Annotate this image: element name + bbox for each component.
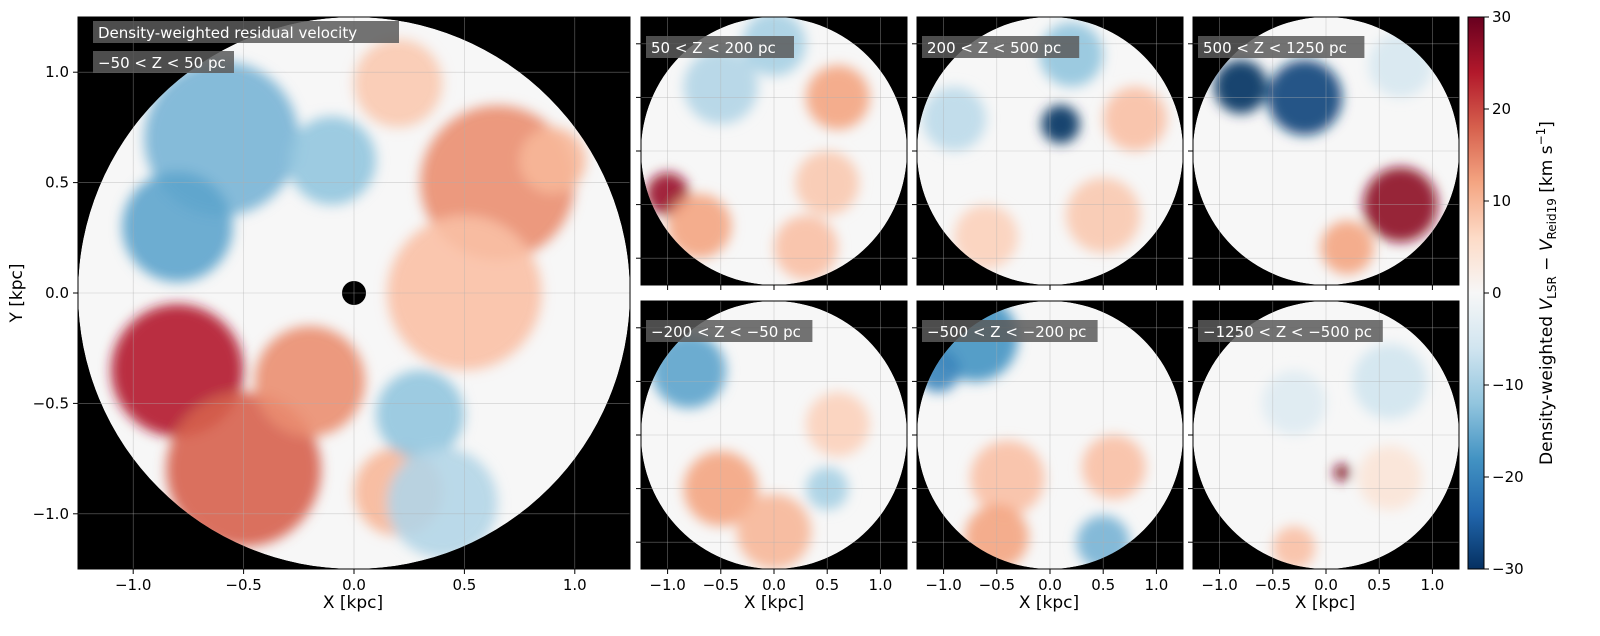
panel-label-background	[646, 320, 813, 342]
velocity-blob	[970, 440, 1045, 516]
x-tick-label: −1.0	[115, 576, 151, 594]
panel-label-background	[1198, 36, 1365, 58]
velocity-blob	[519, 127, 586, 194]
colorbar-tick-label: 0	[1492, 284, 1502, 302]
x-tick-label: 0.0	[342, 576, 366, 594]
velocity-blob	[1357, 445, 1422, 511]
bottom-3-x-axis-label: X [kpc]	[1295, 593, 1355, 613]
velocity-blob	[1081, 435, 1146, 500]
x-tick-label: 1.0	[868, 576, 892, 594]
velocity-blob	[376, 370, 465, 459]
velocity-blob	[1041, 104, 1080, 144]
main-x-axis-label: X [kpc]	[323, 593, 383, 613]
velocity-blob	[651, 333, 727, 409]
y-tick-label: −0.5	[33, 394, 69, 412]
panel-bottom-3: −1.0 −0.5 0.0 0.5 1.0 −1250 < Z < −500 pc	[1188, 300, 1460, 594]
x-tick-label: −0.5	[979, 576, 1015, 594]
velocity-blob	[805, 392, 870, 457]
velocity-blob	[387, 447, 498, 558]
velocity-blob	[1333, 463, 1351, 482]
x-tick-label: 0.0	[1314, 576, 1338, 594]
velocity-blob	[1214, 59, 1268, 114]
panel-main: −1.0 −0.5 0.0 0.5 1.0 1.0 0.5 0.0 −0.5 −1.0	[33, 16, 631, 594]
panel-top-2: 200 < Z < 500 pc	[912, 16, 1184, 290]
panel-label: 200 < Z < 500 pc	[927, 39, 1061, 57]
velocity-blob	[1272, 526, 1316, 569]
velocity-blob	[122, 171, 233, 282]
velocity-blob	[254, 326, 366, 437]
y-tick-label: 0.5	[45, 174, 69, 192]
x-tick-label: 0.0	[1038, 576, 1062, 594]
x-tick-label: 1.0	[1420, 576, 1444, 594]
main-panel-label: −50 < Z < 50 pc	[98, 54, 226, 72]
main-y-axis-label: Y [kpc]	[7, 263, 27, 323]
velocity-blob	[1103, 86, 1168, 151]
colorbar-tick-label: 10	[1492, 192, 1511, 210]
x-tick-label: 0.5	[1367, 576, 1391, 594]
panel-label-background	[1198, 320, 1383, 342]
panel-bottom-1: −1.0 −0.5 0.0 0.5 1.0 −200 < Z < −50 pc	[636, 300, 908, 594]
figure-title-background	[93, 21, 399, 43]
panel-label: −1250 < Z < −500 pc	[1203, 323, 1372, 341]
velocity-blob	[1320, 220, 1374, 275]
panel-label-background	[922, 36, 1080, 58]
x-tick-label: 0.0	[762, 576, 786, 594]
x-tick-label: −1.0	[649, 576, 685, 594]
bottom-2-x-axis-label: X [kpc]	[1019, 593, 1079, 613]
x-tick-label: 0.5	[815, 576, 839, 594]
x-tick-label: −1.0	[1201, 576, 1237, 594]
y-tick-label: 0.0	[45, 284, 69, 302]
panel-label: −500 < Z < −200 pc	[927, 323, 1086, 341]
velocity-blob	[922, 86, 987, 151]
velocity-blob	[1262, 370, 1326, 435]
colorbar: 30 20 10 0 −10 −20 −30 Density-weighted VLSR −…	[1467, 8, 1559, 578]
panel-label: 500 < Z < 1250 pc	[1203, 39, 1347, 57]
colorbar-tick-label: 30	[1492, 8, 1511, 26]
panel-label-background	[922, 320, 1098, 342]
y-tick-label: 1.0	[45, 63, 69, 81]
panel-top-3: 500 < Z < 1250 pc	[1188, 16, 1460, 290]
x-tick-label: −1.0	[925, 576, 961, 594]
main-panel-label-background	[93, 51, 234, 73]
x-tick-label: −0.5	[1255, 576, 1291, 594]
velocity-blob	[354, 39, 443, 128]
colorbar-tick-label: 20	[1492, 100, 1511, 118]
panel-bottom-2: −1.0 −0.5 0.0 0.5 1.0 −500 < Z < −200 pc	[912, 300, 1184, 594]
colorbar-bar	[1467, 16, 1485, 570]
colorbar-label: Density-weighted VLSR − VReid19 [km s−1]	[1534, 121, 1559, 465]
velocity-blob	[954, 204, 1019, 269]
panel-top-1: 50 < Z < 200 pc	[636, 16, 908, 290]
x-tick-label: −0.5	[225, 576, 261, 594]
colorbar-ticks: 30 20 10 0 −10 −20 −30	[1484, 8, 1524, 578]
velocity-blob	[287, 116, 377, 205]
x-tick-label: 0.5	[452, 576, 476, 594]
panel-label-background	[646, 36, 794, 58]
x-tick-label: 1.0	[563, 576, 587, 594]
colorbar-tick-label: −20	[1492, 468, 1524, 486]
colorbar-tick-label: −30	[1492, 560, 1524, 578]
figure-title: Density-weighted residual velocity	[98, 24, 357, 42]
x-tick-label: 0.5	[1091, 576, 1115, 594]
panel-label: −200 < Z < −50 pc	[651, 323, 801, 341]
bottom-1-x-axis-label: X [kpc]	[744, 593, 804, 613]
velocity-blob	[667, 193, 732, 259]
velocity-blob	[774, 215, 838, 280]
y-tick-label: −1.0	[33, 505, 69, 523]
x-tick-label: −0.5	[703, 576, 739, 594]
colorbar-tick-label: −10	[1492, 376, 1524, 394]
x-tick-label: 1.0	[1144, 576, 1168, 594]
panel-label: 50 < Z < 200 pc	[651, 39, 776, 57]
